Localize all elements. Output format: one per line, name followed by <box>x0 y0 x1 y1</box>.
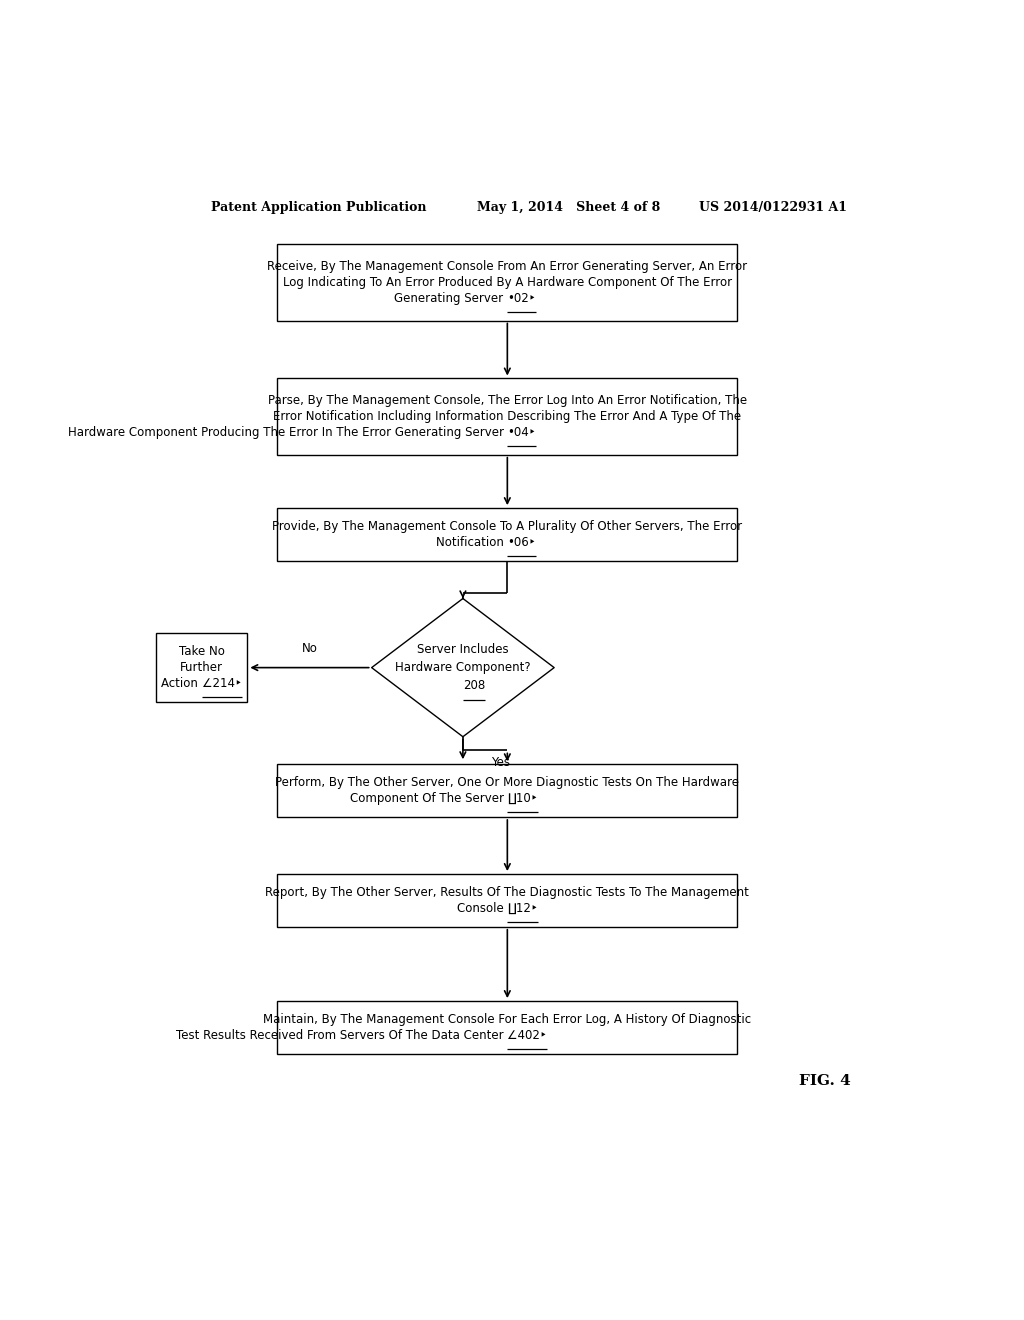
Bar <box>278 379 737 454</box>
Text: FIG. 4: FIG. 4 <box>799 1074 850 1088</box>
Bar <box>278 1001 737 1053</box>
Text: Parse, By The Management Console, The Error Log Into An Error Notification, The: Parse, By The Management Console, The Er… <box>268 393 746 407</box>
Text: Error Notification Including Information Describing The Error And A Type Of The: Error Notification Including Information… <box>273 411 741 424</box>
Text: US 2014/0122931 A1: US 2014/0122931 A1 <box>699 201 848 214</box>
Text: ∐12‣: ∐12‣ <box>507 902 538 915</box>
Text: May 1, 2014   Sheet 4 of 8: May 1, 2014 Sheet 4 of 8 <box>477 201 660 214</box>
Text: Receive, By The Management Console From An Error Generating Server, An Error: Receive, By The Management Console From … <box>267 260 748 273</box>
Bar <box>157 634 248 702</box>
Text: Provide, By The Management Console To A Plurality Of Other Servers, The Error: Provide, By The Management Console To A … <box>272 520 742 533</box>
Text: Patent Application Publication: Patent Application Publication <box>211 201 427 214</box>
Bar <box>278 244 737 321</box>
Text: Log Indicating To An Error Produced By A Hardware Component Of The Error: Log Indicating To An Error Produced By A… <box>283 276 732 289</box>
Text: Further: Further <box>180 661 223 675</box>
Text: Console: Console <box>457 902 507 915</box>
Text: No: No <box>302 643 317 656</box>
Text: ∠214‣: ∠214‣ <box>202 677 242 690</box>
Text: •02‣: •02‣ <box>507 292 536 305</box>
Text: Component Of The Server: Component Of The Server <box>349 792 507 805</box>
Text: ∐10‣: ∐10‣ <box>507 792 538 805</box>
Text: ∠402‣: ∠402‣ <box>507 1030 547 1041</box>
Text: Test Results Received From Servers Of The Data Center: Test Results Received From Servers Of Th… <box>176 1030 507 1041</box>
Text: Maintain, By The Management Console For Each Error Log, A History Of Diagnostic: Maintain, By The Management Console For … <box>263 1012 752 1026</box>
Text: 208: 208 <box>463 680 485 693</box>
Text: Report, By The Other Server, Results Of The Diagnostic Tests To The Management: Report, By The Other Server, Results Of … <box>265 886 750 899</box>
Text: •04‣: •04‣ <box>507 426 536 440</box>
Text: •06‣: •06‣ <box>507 536 536 549</box>
Text: Yes: Yes <box>490 755 510 768</box>
Text: Hardware Component?: Hardware Component? <box>395 661 530 675</box>
Text: Generating Server: Generating Server <box>394 292 507 305</box>
Text: Action: Action <box>161 677 202 690</box>
Bar <box>278 874 737 927</box>
Text: Perform, By The Other Server, One Or More Diagnostic Tests On The Hardware: Perform, By The Other Server, One Or Mor… <box>275 776 739 789</box>
Text: Hardware Component Producing The Error In The Error Generating Server: Hardware Component Producing The Error I… <box>68 426 507 440</box>
Text: Take No: Take No <box>179 645 224 657</box>
Text: Notification: Notification <box>436 536 507 549</box>
Bar <box>278 508 737 561</box>
Bar <box>278 764 737 817</box>
Text: Server Includes: Server Includes <box>417 643 509 656</box>
